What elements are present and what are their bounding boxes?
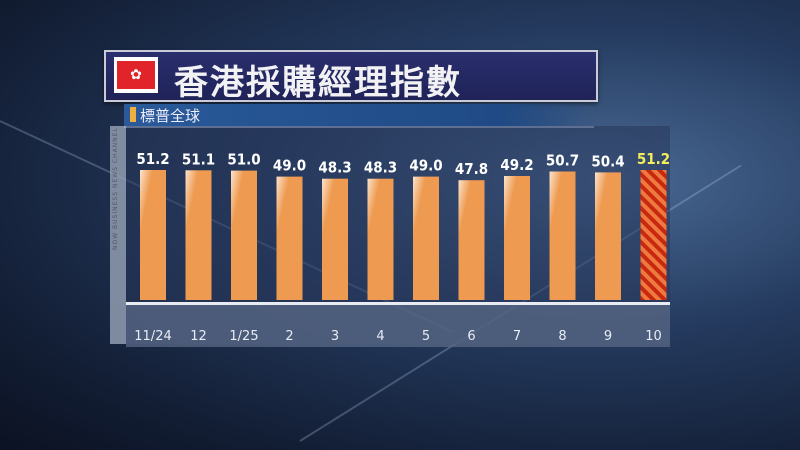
value-label: 51.2 (136, 150, 169, 168)
x-tick-label: 1/25 (229, 329, 258, 344)
title-bar: ✿ 香港採購經理指數 (104, 50, 598, 103)
bar-2 (276, 176, 303, 300)
value-label: 51.2 (637, 150, 670, 168)
bar-10 (640, 170, 667, 300)
x-tick-label: 6 (467, 329, 475, 344)
subtitle-marker (130, 107, 136, 122)
bar-11/24 (140, 170, 166, 300)
chart-subtitle: 標普全球 (140, 107, 201, 125)
value-label: 50.7 (546, 152, 579, 170)
x-axis-band (126, 302, 670, 347)
x-tick-label: 7 (513, 329, 521, 344)
value-label: 48.3 (318, 159, 351, 177)
bar-5 (413, 176, 439, 300)
value-label: 49.0 (409, 157, 442, 175)
chart-title: 香港採購經理指數 (174, 63, 462, 103)
x-tick-label: 8 (558, 329, 566, 344)
bar-8 (549, 171, 576, 300)
x-tick-label: 9 (604, 329, 612, 344)
bar-6 (458, 180, 485, 300)
bar-9 (595, 172, 621, 300)
side-strip (110, 126, 126, 344)
x-tick-label: 3 (331, 329, 339, 344)
bar-1/25 (231, 170, 257, 300)
value-label: 48.3 (364, 159, 397, 177)
x-tick-label: 10 (645, 329, 662, 344)
value-label: 49.2 (500, 156, 533, 174)
x-tick-label: 5 (422, 329, 430, 344)
bar-3 (322, 178, 348, 300)
bar-12 (185, 170, 212, 300)
hong-kong-flag-icon: ✿ (114, 57, 158, 93)
value-label: 51.0 (227, 151, 260, 169)
x-tick-label: 2 (285, 329, 293, 344)
value-label: 47.8 (455, 160, 488, 178)
x-tick-label: 4 (376, 329, 384, 344)
bar-7 (504, 176, 530, 300)
value-label: 51.1 (182, 150, 215, 168)
x-tick-label: 11/24 (134, 329, 171, 344)
x-tick-label: 12 (190, 329, 207, 344)
value-label: 50.4 (591, 152, 624, 170)
bar-4 (367, 178, 394, 300)
value-label: 49.0 (273, 157, 306, 175)
